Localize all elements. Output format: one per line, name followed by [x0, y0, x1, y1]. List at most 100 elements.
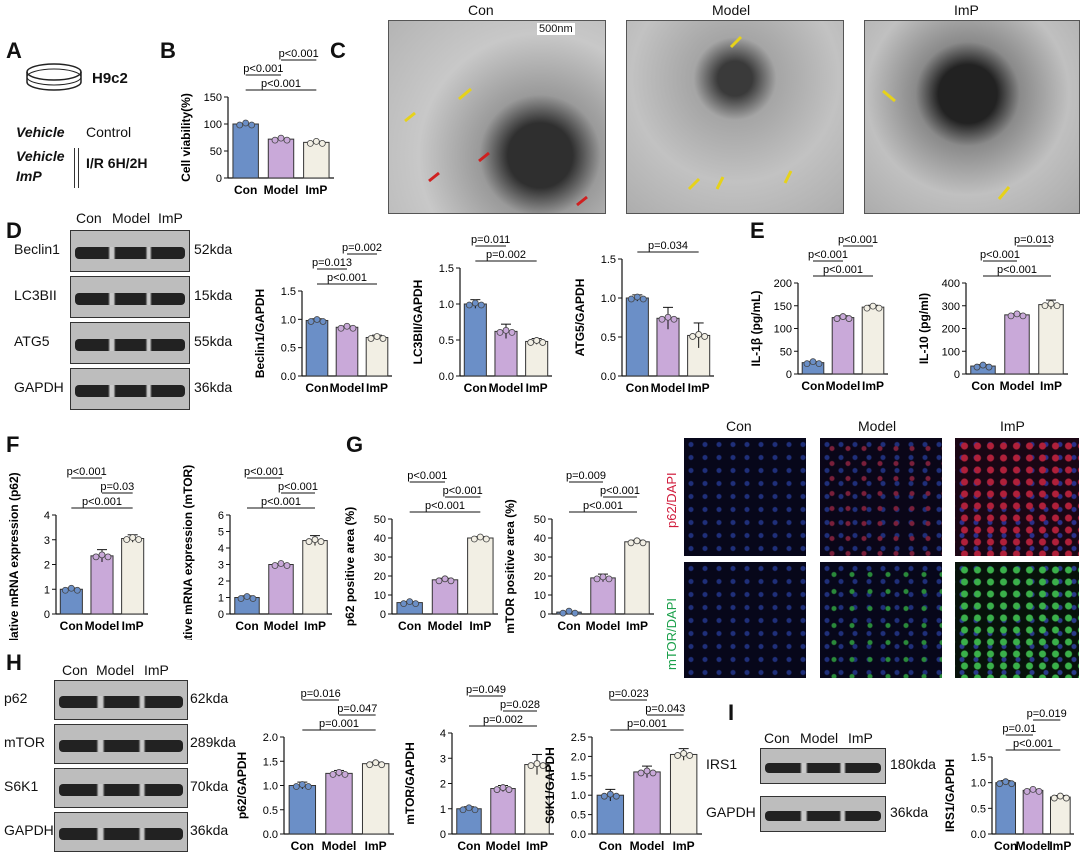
bar	[232, 123, 259, 179]
bar	[633, 771, 661, 835]
data-point	[1062, 794, 1070, 802]
y-tick-label: 0	[440, 829, 446, 841]
data-point	[477, 301, 485, 309]
data-point	[471, 299, 479, 307]
data-point	[317, 538, 325, 545]
x-tick-label: Model	[1000, 379, 1035, 393]
y-tick-label: 1.0	[971, 778, 986, 790]
x-tick-label: Model	[826, 379, 861, 393]
data-point	[92, 553, 100, 561]
y-tick-label: 300	[942, 301, 960, 313]
data-point	[674, 752, 682, 759]
bar	[995, 782, 1017, 835]
data-point	[565, 607, 573, 615]
y-tick-label: 2	[44, 560, 50, 572]
y-tick-label: 1.0	[439, 299, 454, 311]
data-point	[343, 322, 351, 330]
data-point	[803, 360, 811, 368]
blot-protein-label: GAPDH	[706, 804, 756, 820]
y-tick-label: 0	[954, 369, 960, 381]
data-point	[496, 328, 504, 336]
data-point	[875, 304, 883, 312]
fl-image-mtor-imp	[955, 562, 1079, 678]
data-point	[649, 769, 657, 777]
data-point	[237, 595, 245, 602]
data-point	[298, 781, 306, 788]
blot-lane	[54, 768, 188, 808]
y-axis-label: Beclin1/GAPDH	[253, 289, 267, 378]
bar-chart-f2: 0 1 2 3 4 5 6 Relative mRNA expression (mTOR) Co…	[181, 465, 332, 640]
bar-chart-d2: 0.0 0.5 1.0 1.5 LC3BII/GAPDH Con Model ImP p=0.0…	[411, 234, 552, 395]
p-value-label: p=0.002	[483, 714, 523, 726]
y-tick-label: 50	[210, 146, 222, 158]
blot-lane	[54, 680, 188, 720]
data-point	[845, 315, 853, 322]
blot-d-header-imp: ImP	[158, 210, 183, 226]
data-point	[337, 324, 345, 332]
y-tick-label: 0.5	[439, 335, 454, 347]
bar	[325, 772, 353, 835]
data-point	[539, 339, 547, 346]
y-tick-label: 0	[380, 609, 386, 621]
data-point	[643, 767, 651, 775]
data-point	[283, 136, 291, 144]
y-tick-label: 1	[218, 593, 224, 605]
data-point	[639, 295, 647, 303]
blot-lane	[760, 748, 886, 784]
y-tick-label: 30	[374, 552, 386, 564]
blot-i-header-model: Model	[800, 730, 839, 746]
data-point	[1053, 302, 1061, 310]
bar	[669, 753, 698, 835]
data-point	[1007, 312, 1015, 320]
data-point	[689, 333, 697, 340]
panel-letter-g: G	[346, 432, 364, 457]
data-point	[606, 790, 614, 798]
bar	[596, 794, 625, 835]
panel-letter-b: B	[160, 38, 176, 63]
y-tick-label: 1	[440, 804, 446, 816]
row1-treatment: Vehicle	[16, 124, 65, 140]
x-tick-label: Model	[264, 619, 299, 633]
p-value-label: p=0.03	[100, 481, 134, 493]
y-tick-label: 0.5	[601, 332, 616, 344]
blot-kda-label: 289kda	[190, 734, 236, 750]
y-axis-label: mTOR positive area (%)	[503, 499, 517, 633]
bar	[590, 577, 616, 615]
y-axis-label: IL-10 (pg/ml)	[917, 293, 931, 364]
p-value-label: p<0.001	[808, 249, 848, 261]
x-tick-label: Con	[626, 381, 649, 395]
data-point	[600, 792, 608, 800]
data-point	[612, 792, 620, 800]
data-point	[306, 139, 314, 147]
group-bracket	[74, 148, 79, 188]
data-point	[701, 333, 709, 340]
p-value-label: p=0.043	[645, 703, 685, 715]
y-tick-label: 0	[786, 369, 792, 381]
data-point	[809, 358, 817, 366]
bar	[1022, 789, 1044, 835]
x-tick-label: Model	[85, 619, 120, 633]
fl-image-p62-con	[684, 438, 806, 556]
p-value-label: p=0.028	[500, 699, 540, 711]
y-tick-label: 2.0	[263, 732, 278, 744]
bar	[268, 564, 294, 615]
data-point	[123, 536, 131, 543]
bar	[625, 297, 649, 377]
blot-kda-label: 62kda	[190, 690, 229, 706]
fl-row1-label: p62/DAPI	[664, 472, 679, 528]
x-tick-label: Con	[60, 619, 83, 633]
data-point	[639, 539, 647, 547]
data-point	[493, 786, 501, 793]
x-tick-label: ImP	[688, 381, 710, 395]
data-point	[482, 535, 490, 543]
x-tick-label: Model	[486, 839, 521, 853]
blot-h-header-model: Model	[96, 662, 135, 678]
p-value-label: p<0.001	[278, 481, 318, 493]
data-point	[599, 573, 607, 581]
y-tick-label: 0.5	[971, 803, 986, 815]
y-tick-label: 100	[774, 324, 792, 336]
y-tick-label: 1.5	[263, 756, 278, 768]
data-point	[248, 121, 256, 129]
p-value-label: p<0.001	[244, 466, 284, 478]
data-point	[527, 762, 535, 769]
